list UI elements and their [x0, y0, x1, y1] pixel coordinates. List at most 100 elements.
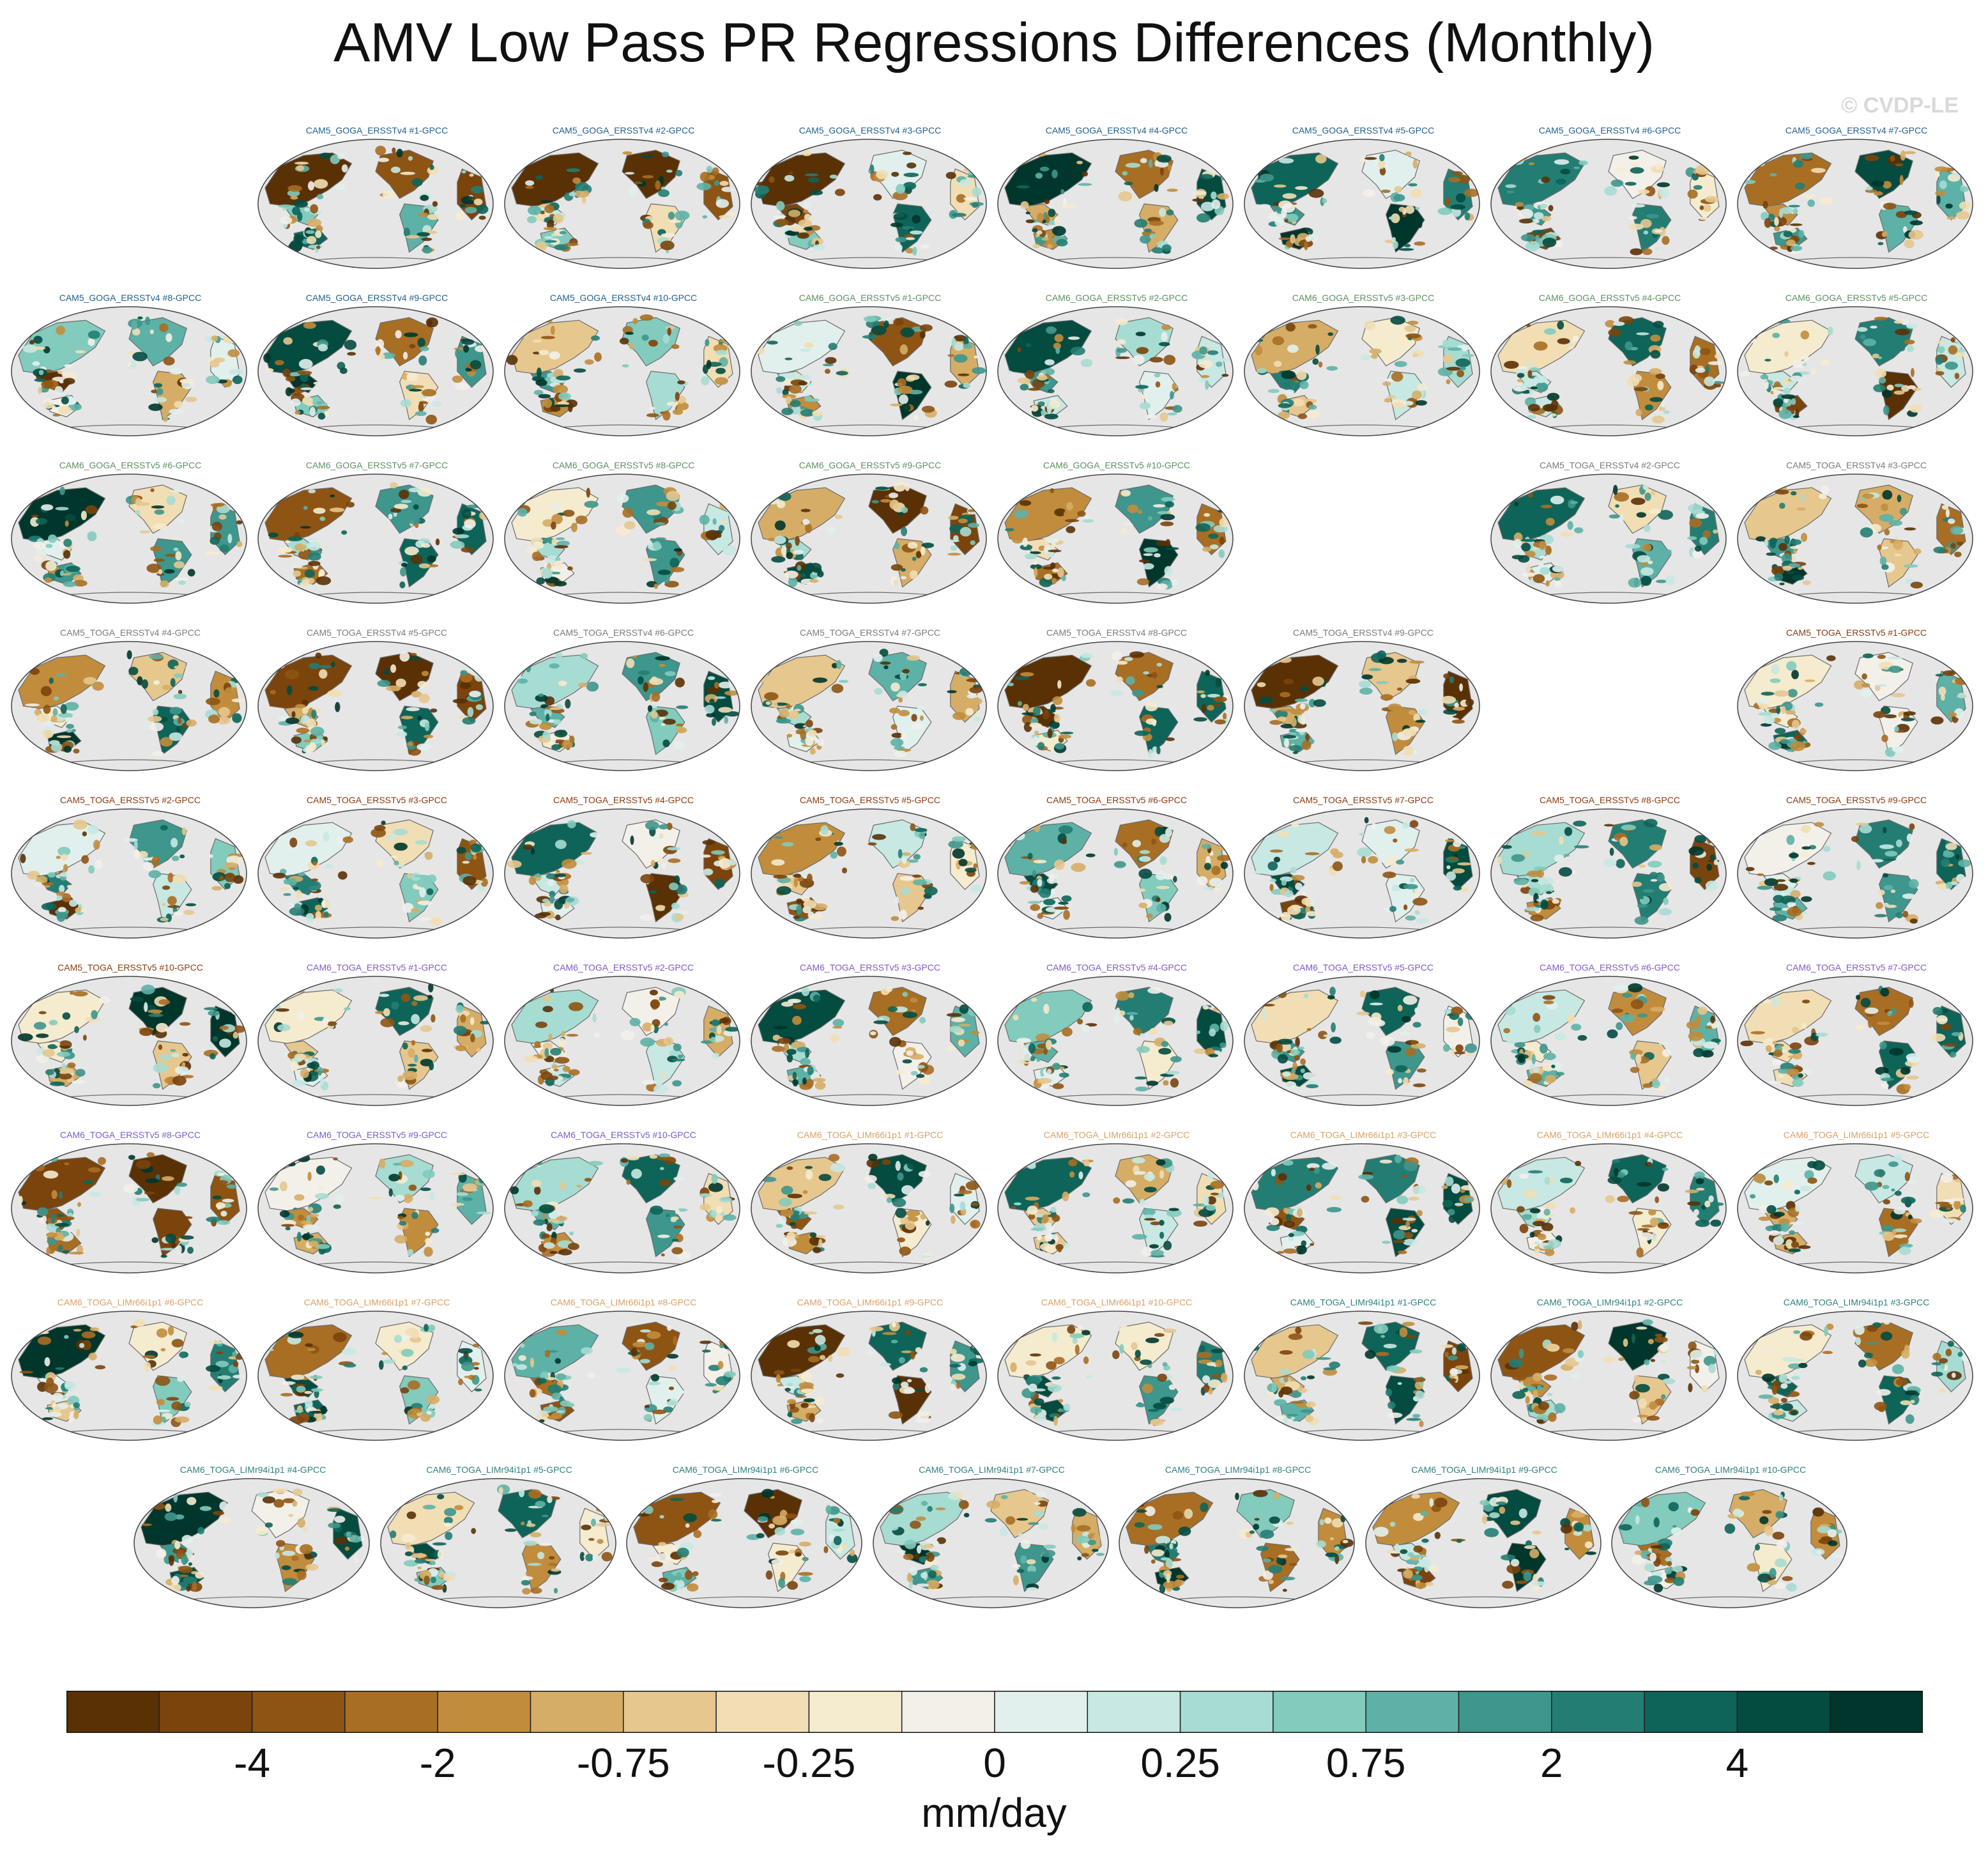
precip-anomaly-patch — [1703, 204, 1711, 212]
precip-anomaly-patch — [902, 1012, 917, 1019]
precip-anomaly-patch — [1907, 385, 1916, 390]
continent-region — [1763, 371, 1798, 394]
precip-anomaly-patch — [1543, 1208, 1550, 1216]
precip-anomaly-patch — [1800, 729, 1807, 733]
precip-anomaly-patch — [659, 833, 664, 839]
precip-anomaly-patch — [311, 878, 319, 882]
panel-title: CAM5_GOGA_ERSSTv4 #8-GPCC — [59, 293, 202, 303]
precip-anomaly-patch — [1282, 1071, 1291, 1077]
precip-anomaly-patch — [807, 177, 820, 183]
map-border — [751, 1143, 987, 1273]
precip-anomaly-patch — [1443, 673, 1450, 679]
panel-title: CAM5_GOGA_ERSSTv4 #7-GPCC — [1785, 125, 1928, 135]
precip-anomaly-patch — [1899, 344, 1906, 351]
precip-anomaly-patch — [569, 192, 576, 197]
precip-anomaly-patch — [1147, 987, 1162, 994]
precip-anomaly-patch — [1663, 897, 1669, 905]
precip-anomaly-patch — [1154, 373, 1161, 378]
precip-anomaly-patch — [204, 551, 220, 555]
precip-anomaly-patch — [1789, 878, 1798, 883]
precip-anomaly-patch — [1377, 159, 1386, 169]
precip-anomaly-patch — [809, 748, 816, 755]
precip-anomaly-patch — [880, 661, 891, 665]
panel-title: CAM6_GOGA_ERSSTv5 #8-GPCC — [552, 460, 695, 470]
panel-title: CAM5_TOGA_ERSSTv4 #9-GPCC — [1293, 627, 1434, 638]
precip-anomaly-patch — [525, 186, 534, 189]
precip-anomaly-patch — [388, 513, 393, 519]
precip-anomaly-patch — [1958, 859, 1971, 868]
continent-region — [511, 654, 599, 709]
precip-anomaly-patch — [1897, 495, 1902, 502]
precip-anomaly-patch — [800, 509, 811, 512]
precip-anomaly-patch — [1379, 167, 1386, 176]
precip-anomaly-patch — [62, 372, 77, 380]
precip-anomaly-patch — [1913, 548, 1922, 555]
precip-anomaly-patch — [530, 1210, 539, 1217]
precip-anomaly-patch — [570, 523, 577, 532]
precip-anomaly-patch — [776, 886, 791, 895]
precip-anomaly-patch — [383, 190, 396, 199]
precip-anomaly-patch — [57, 370, 63, 374]
precip-anomaly-patch — [63, 746, 72, 753]
precip-anomaly-patch — [1634, 916, 1649, 925]
precip-anomaly-patch — [1550, 400, 1559, 409]
map-border — [11, 641, 247, 771]
precip-anomaly-patch — [920, 546, 926, 556]
precip-anomaly-patch — [205, 375, 220, 384]
panel-title: CAM5_GOGA_ERSSTv4 #10-GPCC — [549, 293, 698, 303]
precip-anomaly-patch — [968, 523, 979, 528]
precip-anomaly-patch — [1607, 1176, 1622, 1184]
precip-anomaly-patch — [132, 328, 141, 335]
precip-anomaly-patch — [649, 890, 657, 894]
precip-anomaly-patch — [1145, 702, 1158, 712]
precip-anomaly-patch — [1396, 1196, 1409, 1204]
map-panel: CAM6_TOGA_ERSSTv5 #7-GPCC — [1735, 962, 1978, 1112]
precip-anomaly-patch — [1870, 859, 1884, 863]
precip-anomaly-patch — [625, 172, 635, 175]
precip-anomaly-patch — [1193, 1203, 1207, 1207]
precip-anomaly-patch — [1802, 741, 1807, 744]
precip-anomaly-patch — [1154, 826, 1165, 837]
precip-anomaly-patch — [1782, 403, 1787, 412]
precip-anomaly-patch — [146, 564, 162, 573]
precip-anomaly-patch — [1388, 704, 1402, 711]
precip-anomaly-patch — [1860, 527, 1873, 538]
precip-anomaly-patch — [453, 1026, 467, 1035]
precip-anomaly-patch — [1271, 1169, 1276, 1176]
precip-anomaly-patch — [533, 390, 544, 396]
precip-anomaly-patch — [323, 911, 329, 918]
precip-anomaly-patch — [413, 884, 418, 889]
precip-anomaly-patch — [226, 1184, 237, 1189]
precip-anomaly-patch — [309, 406, 316, 416]
precip-anomaly-patch — [1711, 1173, 1722, 1176]
precip-anomaly-patch — [1167, 412, 1177, 416]
precip-anomaly-patch — [1044, 413, 1059, 420]
precip-anomaly-patch — [671, 902, 680, 909]
precip-anomaly-patch — [771, 556, 786, 563]
panel-title: CAM6_TOGA_ERSSTv5 #8-GPCC — [60, 1130, 201, 1140]
precip-anomaly-patch — [972, 367, 986, 374]
precip-anomaly-patch — [137, 676, 143, 686]
precip-anomaly-patch — [1801, 1022, 1807, 1029]
precip-anomaly-patch — [1559, 867, 1572, 877]
precip-anomaly-patch — [1696, 1187, 1705, 1191]
precip-anomaly-patch — [1766, 552, 1776, 556]
precip-anomaly-patch — [1210, 1180, 1225, 1189]
precip-anomaly-patch — [820, 825, 829, 835]
precip-anomaly-patch — [1773, 398, 1784, 408]
precip-anomaly-patch — [1393, 1240, 1405, 1243]
precip-anomaly-patch — [89, 1192, 102, 1197]
precip-anomaly-patch — [307, 181, 315, 191]
precip-anomaly-patch — [953, 335, 967, 342]
chart-title: AMV Low Pass PR Regressions Differences … — [333, 12, 1655, 73]
precip-anomaly-patch — [898, 696, 903, 703]
precip-anomaly-patch — [1138, 387, 1145, 393]
precip-anomaly-patch — [667, 327, 671, 336]
precip-anomaly-patch — [1384, 397, 1391, 403]
panel-title: CAM5_GOGA_ERSSTv4 #5-GPCC — [1292, 125, 1435, 135]
precip-anomaly-patch — [641, 1079, 656, 1085]
precip-anomaly-patch — [554, 899, 563, 910]
precip-anomaly-patch — [659, 824, 669, 830]
precip-anomaly-patch — [1385, 1068, 1394, 1075]
precip-anomaly-patch — [1300, 1068, 1305, 1073]
